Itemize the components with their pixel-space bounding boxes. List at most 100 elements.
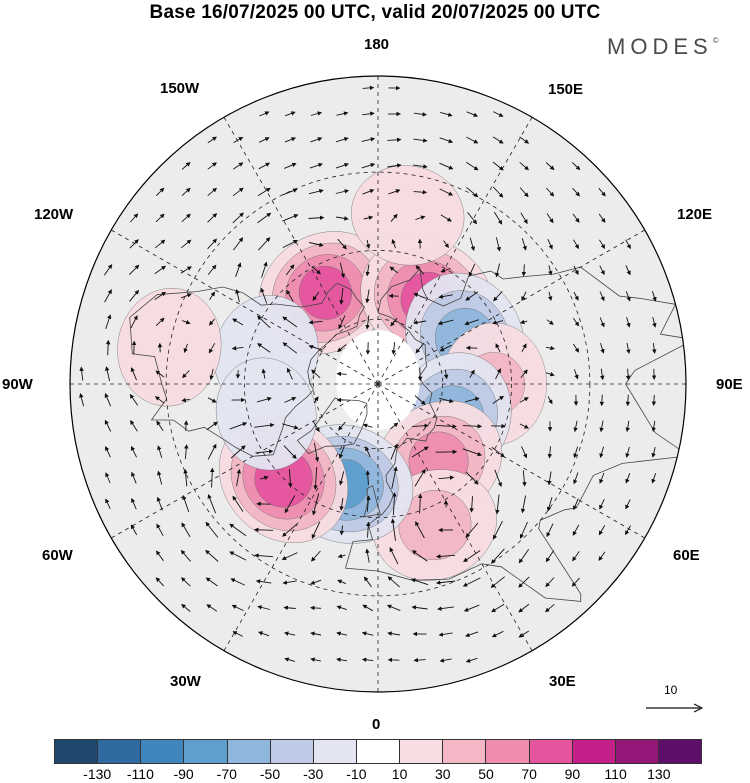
wind-vector [545,550,555,563]
wind-vector [181,162,191,170]
wind-vector [468,263,476,277]
wind-vector [491,548,505,564]
wind-vector [599,446,605,459]
wind-vector [257,237,271,251]
wind-vector [104,392,112,407]
wind-vector [521,291,527,302]
wind-vector [389,266,399,274]
wind-vector [547,396,553,405]
coastline [129,282,365,457]
wind-vector [545,162,555,171]
wind-vector [547,471,552,486]
wind-vector [79,366,84,381]
wind-vector [625,368,631,381]
wind-vector [464,319,479,326]
wind-vector [545,603,555,613]
wind-vector [337,238,347,250]
wind-vector [230,445,246,459]
wind-vector [337,579,347,585]
wind-vector [155,577,165,587]
wind-vector [598,551,606,561]
wind-vector [600,342,605,354]
wind-vector [625,499,631,510]
wind-vector [439,188,454,196]
colorbar-swatch [529,740,573,763]
colorbar-ticks: -130 -110 -90 -70 -50 -30 -10 10 30 50 70 90 110 130 [54,766,702,783]
wind-vector [438,294,453,299]
wind-vector [206,604,218,612]
wind-vector [130,524,138,536]
wind-vector [282,214,299,222]
wind-vector [465,396,480,403]
wind-vector [598,187,606,197]
colorbar-tick-label: 110 [604,766,627,782]
wind-vector [308,344,323,351]
modes-logo: MODES© [607,34,719,60]
wind-vector [439,658,452,663]
wind-vector [438,632,453,637]
wind-vector [257,343,271,353]
wind-vector [387,137,402,143]
wind-vector [207,264,217,275]
wind-vector [261,261,268,278]
colorbar-swatch [658,740,702,763]
wind-vector [438,475,455,480]
wind-vector [182,320,191,325]
wind-vector [520,212,528,225]
wind-vector [466,136,479,144]
wind-vector [573,318,580,327]
wind-vector [469,496,474,513]
wind-vector [229,523,247,537]
colorbar [54,739,702,764]
wind-vector [599,291,605,302]
wind-vector [361,137,376,142]
wind-vector [232,495,244,512]
wind-vector [207,162,217,170]
wind-vector [336,111,349,116]
wind-vector [463,604,480,612]
colorbar-swatch [184,740,228,763]
wind-vector [130,420,138,432]
lon-label-90w: 90W [2,376,33,393]
wind-vector [310,137,323,143]
wind-vector [411,446,429,458]
wind-vector [391,238,397,249]
latitude-circle [243,249,513,519]
wind-vector [338,315,346,330]
wind-vector [255,579,272,584]
wind-vector [573,369,579,380]
wind-vector [415,215,426,220]
wind-vector [181,603,191,612]
wind-vector [362,423,373,428]
wind-vector [546,213,554,224]
lon-label-0: 0 [372,716,381,733]
wind-vector [437,319,454,326]
wind-vector [493,520,503,540]
lon-label-120w: 120W [34,206,74,223]
wind-vector [313,442,320,462]
wind-vector [545,577,555,588]
wind-vector [436,554,456,559]
wind-vector [625,446,630,458]
wind-vector [598,525,606,536]
wind-vector [465,631,479,638]
wind-vector [362,111,375,116]
wind-vector [339,525,345,536]
wind-vector [465,657,478,663]
wind-vector [131,471,137,484]
wind-vector [466,111,479,117]
wind-vector [235,262,242,277]
wind-vector [361,657,374,663]
wind-vector [465,522,479,538]
wind-vector [651,291,657,302]
anomaly-center [117,288,222,407]
wind-vector [235,289,240,303]
wind-vector [232,631,244,637]
lon-label-150e: 150E [548,81,584,98]
wind-vector [282,316,298,328]
lon-label-150w: 150W [160,80,200,97]
wind-vector [413,189,428,195]
colorbar-swatch [313,740,357,763]
wind-vector [519,187,529,198]
wind-vector [339,497,344,511]
